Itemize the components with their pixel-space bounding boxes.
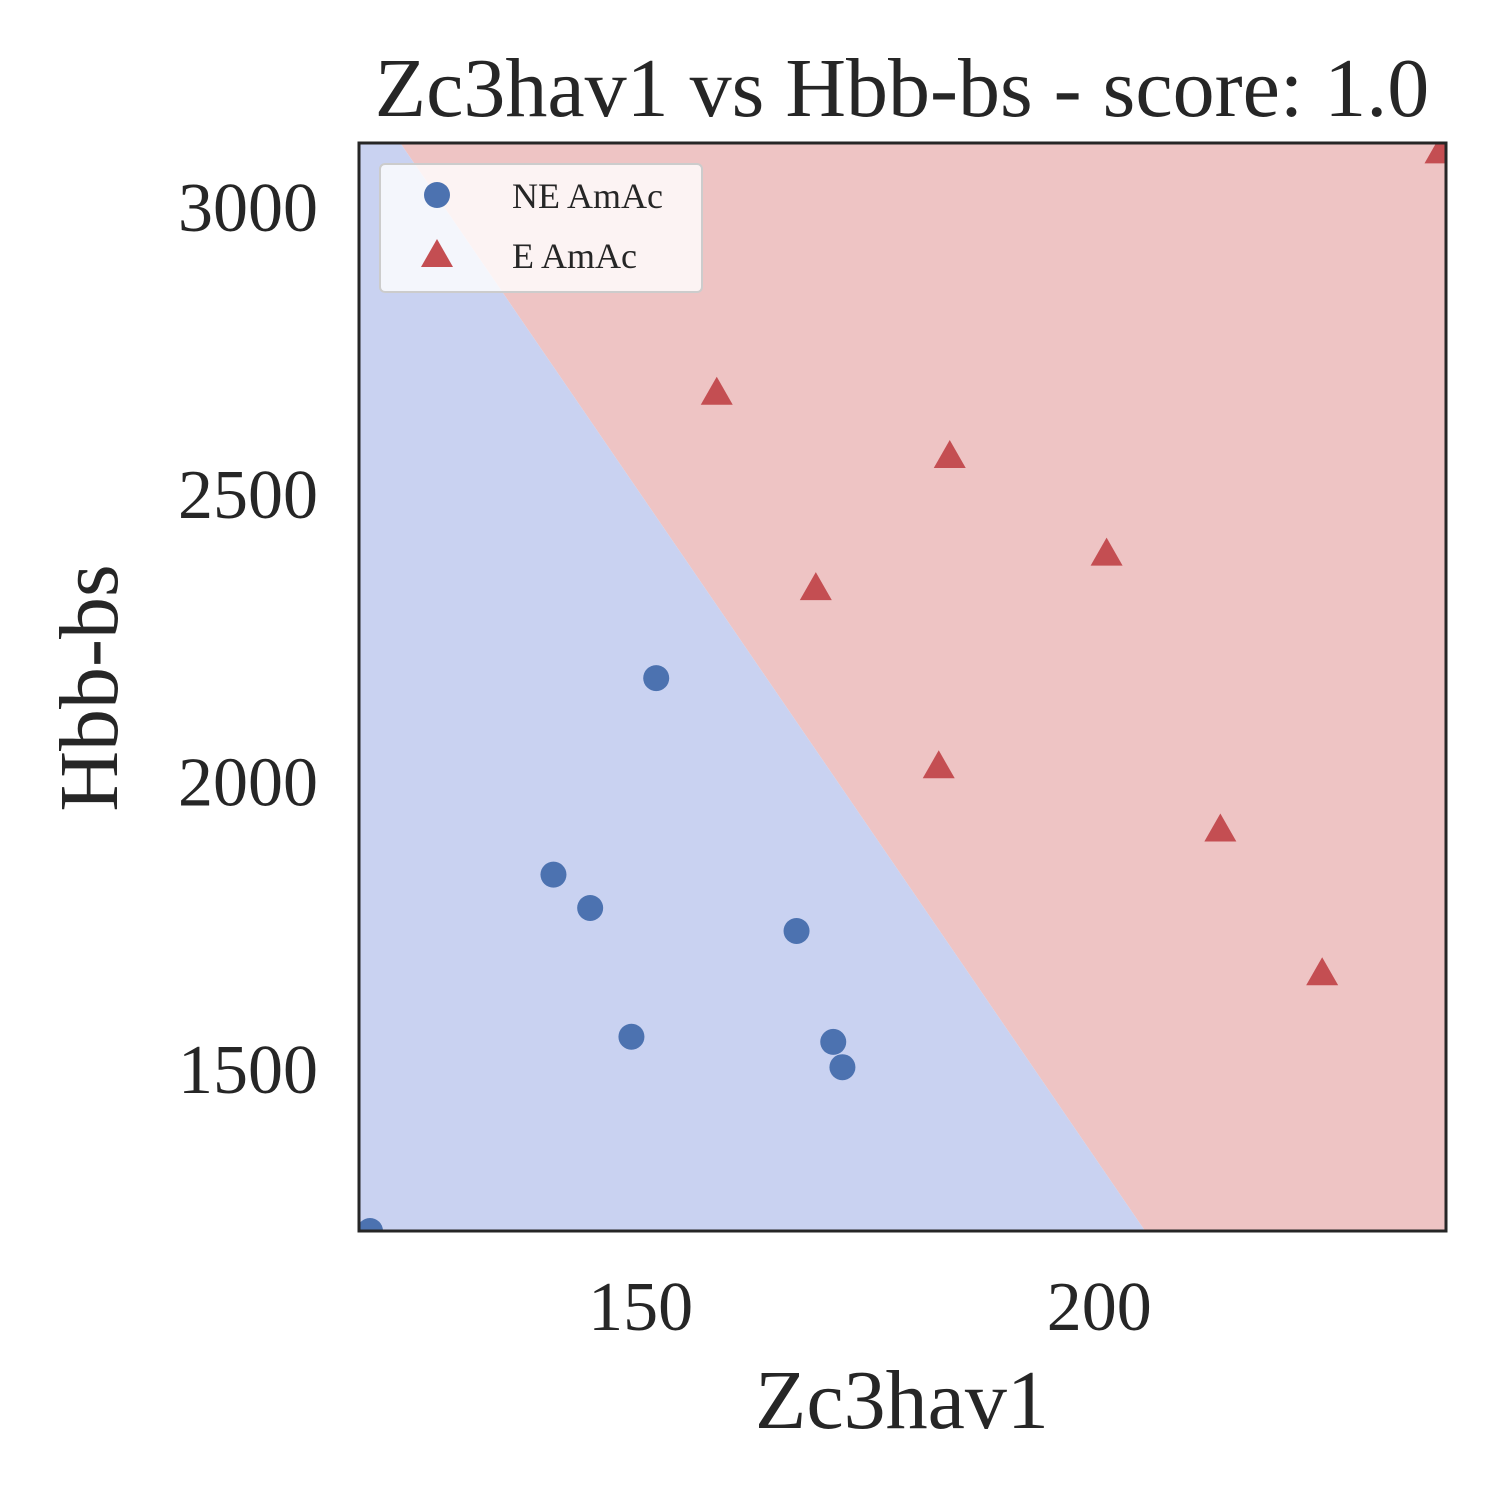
point-e-amac-7 bbox=[1306, 957, 1339, 986]
point-e-amac-5 bbox=[1090, 537, 1123, 566]
legend-marker-ne-amac bbox=[424, 182, 450, 208]
point-e-amac-6 bbox=[1204, 813, 1237, 842]
point-e-amac-1 bbox=[700, 376, 733, 405]
decision-region-ne-amac bbox=[359, 143, 1146, 1231]
point-ne-amac-7 bbox=[820, 1028, 847, 1055]
legend-marker-e-amac bbox=[421, 239, 453, 267]
chart-title: Zc3hav1 vs Hbb-bs - score: 1.0 bbox=[375, 42, 1429, 135]
y-tick-label-3000: 3000 bbox=[178, 170, 318, 247]
y-tick-label-2500: 2500 bbox=[178, 457, 318, 534]
point-ne-amac-3 bbox=[577, 894, 604, 921]
y-axis-ticks: 1500 2000 2500 3000 bbox=[178, 170, 318, 1109]
x-axis-ticks: 150 200 bbox=[588, 1269, 1152, 1346]
decision-region-e-amac bbox=[400, 143, 1446, 1231]
y-axis-label: Hbb-bs bbox=[43, 564, 136, 811]
x-tick-label-150: 150 bbox=[588, 1269, 693, 1346]
plot-frame bbox=[357, 141, 1448, 1233]
point-ne-amac-4 bbox=[618, 1023, 645, 1050]
point-ne-amac-5 bbox=[643, 665, 670, 692]
x-tick-label-200: 200 bbox=[1047, 1269, 1152, 1346]
legend: NE AmAc E AmAc bbox=[379, 163, 703, 293]
y-tick-label-2000: 2000 bbox=[178, 745, 318, 822]
legend-label-ne-amac: NE AmAc bbox=[512, 176, 663, 216]
point-e-amac-8 bbox=[1424, 143, 1446, 164]
legend-box bbox=[379, 163, 703, 293]
point-ne-amac-2 bbox=[540, 861, 567, 888]
point-e-amac-4 bbox=[933, 439, 966, 468]
legend-label-e-amac: E AmAc bbox=[512, 236, 637, 276]
plot-area bbox=[359, 143, 1446, 1231]
point-e-amac-2 bbox=[799, 572, 832, 601]
point-ne-amac-8 bbox=[829, 1054, 856, 1081]
data-points bbox=[359, 143, 1446, 1231]
point-e-amac-3 bbox=[922, 750, 955, 779]
x-axis-label: Zc3hav1 bbox=[755, 1354, 1049, 1447]
y-tick-label-1500: 1500 bbox=[178, 1032, 318, 1109]
point-ne-amac-6 bbox=[783, 917, 810, 944]
point-ne-amac-1 bbox=[359, 1218, 384, 1231]
